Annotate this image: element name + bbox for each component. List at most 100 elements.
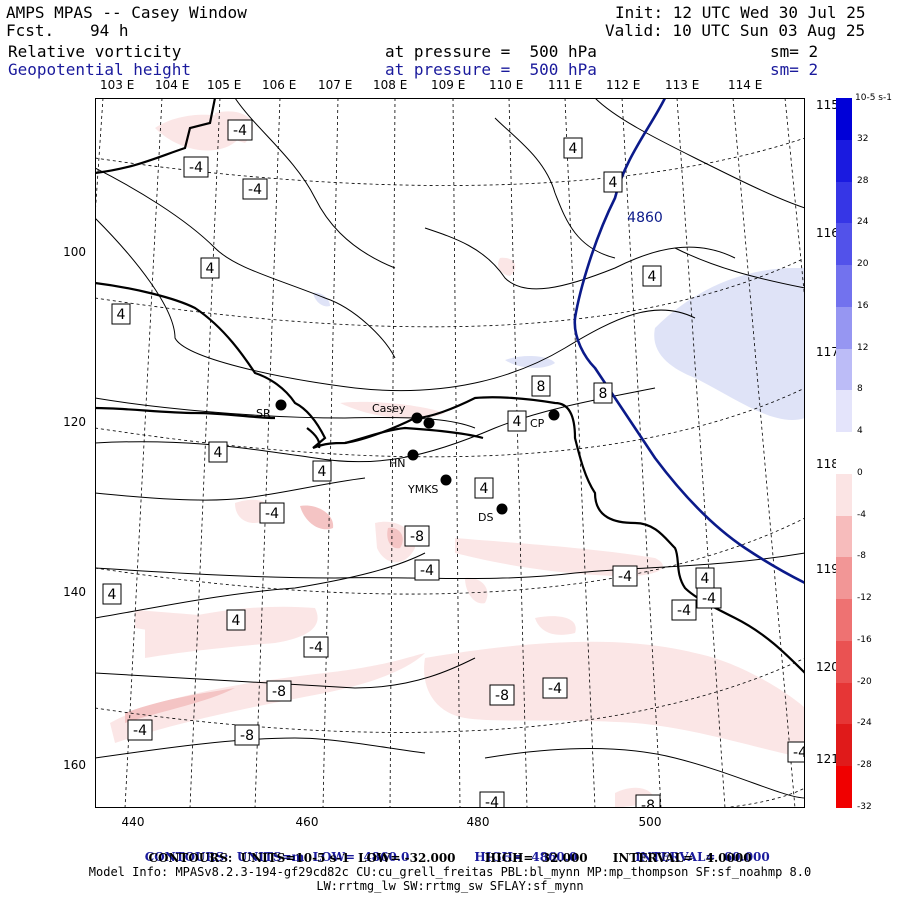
meridian: [732, 98, 796, 808]
coastline-path: [306, 427, 321, 449]
svg-text:-4: -4: [793, 745, 805, 761]
contour-line: [424, 227, 736, 290]
contour-label: -4: [183, 156, 209, 178]
meridian: [322, 98, 339, 808]
contour-label-group: -4 -4 -4 4 4 4860 4 4 4 8 8 4 4 4 4 -4 -8 -4 -4 4 4 4 -4 -4 -8 -8…: [102, 119, 805, 808]
field1-smoothing: sm= 2: [770, 42, 819, 61]
height-contour-interval: INTERVAL= 60.000: [635, 850, 770, 864]
negative-vorticity-region: [535, 616, 576, 635]
contour-line: [95, 387, 656, 463]
contour-line: [234, 98, 396, 269]
svg-text:4: 4: [232, 613, 241, 629]
svg-text:-8: -8: [495, 688, 509, 704]
station-cp: CP: [530, 409, 560, 430]
colorbar-segment: [836, 306, 852, 350]
lon-label: 105 E: [207, 78, 242, 92]
contour-label: -4: [303, 636, 329, 658]
vorticity-contour-info: CONTOURS: UNITS=10-5 s-1 LOW= -32.000 HI…: [0, 852, 900, 865]
meridian: [621, 98, 662, 808]
contour-label: -8: [404, 525, 430, 547]
svg-text:4: 4: [480, 481, 489, 497]
svg-text:8: 8: [599, 386, 608, 402]
contour-line: [95, 657, 476, 689]
contour-label: -4: [787, 741, 805, 763]
colorbar-tick-label: 28: [857, 175, 869, 186]
lon-label: 107 E: [318, 78, 353, 92]
negative-vorticity-region: [135, 610, 305, 634]
meridian: [124, 98, 163, 808]
lon-label: 104 E: [155, 78, 190, 92]
colorbar-tick-label: 16: [857, 300, 869, 311]
parallel: [95, 257, 805, 328]
colorbar-tick-label: -8: [857, 551, 866, 562]
svg-text:4: 4: [701, 571, 710, 587]
colorbar-tick-label: 12: [857, 342, 869, 353]
lon-label: 113 E: [665, 78, 700, 92]
model-info-2: LW:rrtmg_lw SW:rrtmg_sw SFLAY:sf_mynn: [316, 879, 584, 893]
colorbar-tick-label: -28: [857, 760, 872, 771]
colorbar-segment: [836, 265, 852, 308]
y-tick-label: 140: [63, 585, 86, 599]
lon-label: 114 E: [728, 78, 763, 92]
colorbar-tick-label: -12: [857, 593, 872, 604]
x-tick-label: 500: [638, 815, 662, 829]
svg-text:4: 4: [318, 464, 327, 480]
contour-line: [95, 552, 805, 580]
meridian: [676, 98, 726, 808]
svg-text:4: 4: [108, 587, 117, 603]
contour-label: -4: [671, 599, 697, 621]
meridian: [95, 98, 104, 223]
contour-label: -8: [489, 684, 515, 706]
height-contour-label: 4860: [627, 210, 663, 226]
contour-label: 4: [695, 567, 715, 589]
meridian: [189, 98, 221, 808]
contour-label: -8: [266, 680, 292, 702]
colorbar-tick-label: -4: [857, 509, 866, 520]
svg-text:-4: -4: [548, 681, 562, 697]
contour-label: -4: [414, 559, 440, 581]
height-contour-high: HIGH= 4860.0: [474, 850, 578, 864]
colorbar-tick-label: 0: [857, 467, 863, 478]
svg-text:-4: -4: [189, 160, 203, 176]
svg-text:-4: -4: [420, 563, 434, 579]
colorbar-segment: [836, 557, 852, 600]
negative-vorticity-region: [498, 257, 516, 276]
contour-label: 4: [474, 477, 494, 499]
colorbar-segment: [836, 724, 852, 767]
colorbar-segment: [836, 223, 852, 266]
positive-vorticity-region: [505, 356, 555, 368]
meridian: [452, 98, 461, 808]
colorbar-segment: [836, 181, 852, 224]
parallel: [95, 657, 805, 733]
svg-text:4: 4: [206, 261, 215, 277]
svg-text:-4: -4: [265, 506, 279, 522]
contour-line: [594, 98, 805, 209]
svg-text:4: 4: [569, 141, 578, 157]
negative-vorticity-region: [387, 527, 403, 549]
svg-text:DS: DS: [478, 511, 493, 524]
svg-text:-4: -4: [485, 795, 499, 808]
contour-line: [95, 552, 426, 619]
contour-line: [95, 737, 426, 759]
negative-vorticity-region: [424, 641, 805, 758]
contour-label: -4: [127, 719, 153, 741]
svg-text:CP: CP: [530, 417, 545, 430]
y-tick-label: 120: [63, 415, 86, 429]
plot-frame: [95, 98, 805, 808]
station-hn: HN: [389, 449, 419, 470]
init-time: Init: 12 UTC Wed 30 Jul 25: [615, 3, 866, 22]
coastline-path: [344, 426, 484, 445]
contour-label: 8: [593, 382, 613, 404]
contour-line: [95, 167, 396, 359]
contour-line: [95, 477, 366, 501]
colorbar-tick-label: 24: [857, 217, 869, 228]
svg-text:-8: -8: [240, 728, 254, 744]
contour-label: -4: [612, 565, 638, 587]
contour-label: 4: [642, 265, 662, 287]
colorbar-tick-label: 20: [857, 259, 869, 270]
colorbar-segment: [836, 473, 852, 517]
contour-label: 8: [531, 375, 551, 397]
negative-vorticity-region: [455, 538, 663, 577]
lon-label: 108 E: [373, 78, 408, 92]
colorbar-tick-label: -24: [857, 718, 872, 729]
